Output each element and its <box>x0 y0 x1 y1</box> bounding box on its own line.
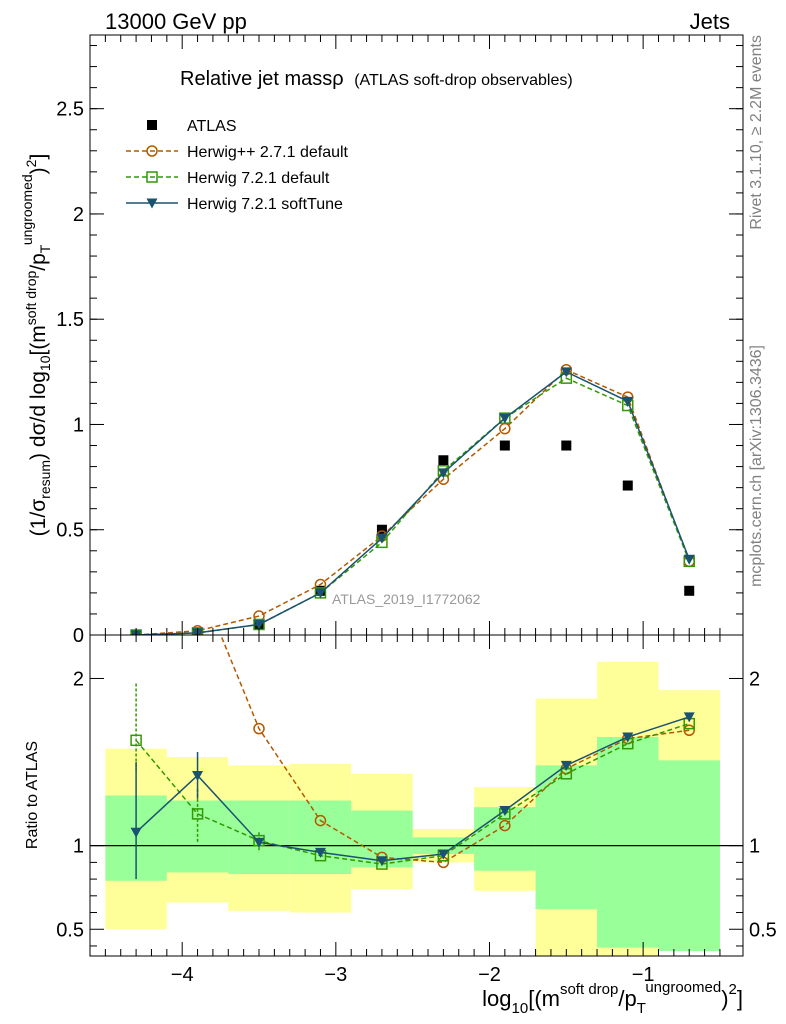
main-point <box>683 554 695 565</box>
rivet-version-label: Rivet 3.1.10, ≥ 2.2M events <box>748 35 765 230</box>
y-tick-label: 0 <box>73 625 84 647</box>
header-category-label: Jets <box>690 9 730 34</box>
main-point <box>622 480 633 491</box>
main-point <box>499 440 510 451</box>
ratio-y-tick-label-right: 2 <box>749 668 760 690</box>
ratio-point <box>193 573 203 583</box>
ratio-series-line <box>135 722 690 865</box>
ratio-y-tick-label-right: 1 <box>749 836 760 858</box>
ratio-point <box>130 827 142 838</box>
plot-title: Relative jet massρ (ATLAS soft-drop obse… <box>180 68 573 90</box>
main-point <box>560 367 572 378</box>
ratio-panel <box>90 573 743 956</box>
uncertainty-band-inner <box>474 807 536 871</box>
x-tick-label: −2 <box>478 964 501 986</box>
legend-label: Herwig 7.2.1 default <box>187 170 330 187</box>
legend-marker <box>146 145 158 157</box>
ratio-point <box>683 712 695 723</box>
ratio-point <box>376 856 388 867</box>
ratio-point <box>314 814 327 827</box>
svg-text:(1/σresum) dσ/d log10[(msoft d: (1/σresum) dσ/d log10[(msoft drop/pTungr… <box>19 154 53 537</box>
ratio-point <box>192 770 204 781</box>
ratio-series-line <box>135 716 690 862</box>
y-axis-label-ratio: Ratio to ATLAS <box>24 741 41 849</box>
y-axis-label-main: (1/σresum) dσ/d log10[(msoft drop/pTungr… <box>19 154 53 537</box>
x-axis-label: log10[(msoft drop/pTungroomed)2] <box>482 979 743 1017</box>
uncertainty-band-inner <box>658 760 720 951</box>
ratio-point <box>560 760 572 771</box>
legend-label: ATLAS <box>187 118 237 135</box>
ratio-point <box>437 849 449 860</box>
ratio-series-2 <box>130 712 695 867</box>
header-collision-label: 13000 GeV pp <box>105 9 247 34</box>
main-point <box>437 468 449 479</box>
mcplots-label: mcplots.cern.ch [arXiv:1306.3436] <box>748 345 765 587</box>
main-point <box>376 524 387 535</box>
main-point <box>253 619 265 630</box>
legend-label: Herwig 7.2.1 softTune <box>187 196 343 213</box>
analysis-label: ATLAS_2019_I1772062 <box>332 591 481 607</box>
legend-item: Herwig 7.2.1 default <box>126 170 330 187</box>
main-point <box>561 440 572 451</box>
uncertainty-band-inner <box>535 765 598 910</box>
legend: ATLAS Herwig++ 2.7.1 default Herwig 7.2.1 … <box>126 118 349 213</box>
ratio-y-tick-label-right: 0.5 <box>749 919 777 941</box>
y-tick-label: 0.5 <box>56 520 84 542</box>
ratio-y-tick-label: 2 <box>73 668 84 690</box>
main-series-0 <box>131 440 695 635</box>
plot-title-main: Relative jet massρ <box>180 68 344 90</box>
ratio-point <box>622 732 634 743</box>
ratio-point <box>314 847 326 858</box>
main-point <box>314 588 326 599</box>
ratio-point <box>499 819 511 832</box>
uncertainty-band-inner <box>289 800 352 875</box>
main-series-line <box>136 368 690 635</box>
x-tick-label: −4 <box>171 964 194 986</box>
legend-marker <box>146 171 158 183</box>
legend-item: ATLAS <box>147 118 237 135</box>
legend-marker <box>147 120 157 130</box>
main-point <box>376 533 388 544</box>
ratio-point <box>253 722 265 735</box>
y-tick-label: 1.5 <box>56 309 84 331</box>
ratio-point <box>253 837 265 848</box>
ratio-point <box>499 806 511 817</box>
y-tick-label: 1 <box>73 414 84 436</box>
x-tick-label: −3 <box>324 964 347 986</box>
ratio-bands <box>105 661 720 956</box>
main-point <box>684 585 695 596</box>
uncertainty-band-inner <box>597 736 659 948</box>
ratio-point <box>191 808 204 820</box>
ratio-point <box>683 724 695 737</box>
ratio-y-tick-label: 1 <box>73 836 84 858</box>
ratio-panel-frame <box>89 634 744 957</box>
x-tick-label: −1 <box>632 964 655 986</box>
ratio-point <box>130 734 142 747</box>
axis-ticks: 0 0.5 1 1.5 2 2.5 −4 −3 −2 −1 0.5 0.5 1 1 2 2 <box>56 35 777 986</box>
plot-title-sub: (ATLAS soft-drop observables) <box>354 72 572 89</box>
svg-text:log10[(msoft drop/pTungroomed): log10[(msoft drop/pTungroomed)2] <box>482 979 743 1017</box>
y-tick-label: 2.5 <box>56 99 84 121</box>
main-point <box>438 455 449 466</box>
legend-item: Herwig++ 2.7.1 default <box>126 144 349 161</box>
legend-marker <box>146 198 158 209</box>
ratio-y-tick-label: 0.5 <box>56 919 84 941</box>
main-point <box>499 413 511 424</box>
legend-label: Herwig++ 2.7.1 default <box>187 144 349 161</box>
main-point <box>622 396 634 407</box>
y-tick-label: 2 <box>73 204 84 226</box>
legend-item: Herwig 7.2.1 softTune <box>126 196 343 213</box>
